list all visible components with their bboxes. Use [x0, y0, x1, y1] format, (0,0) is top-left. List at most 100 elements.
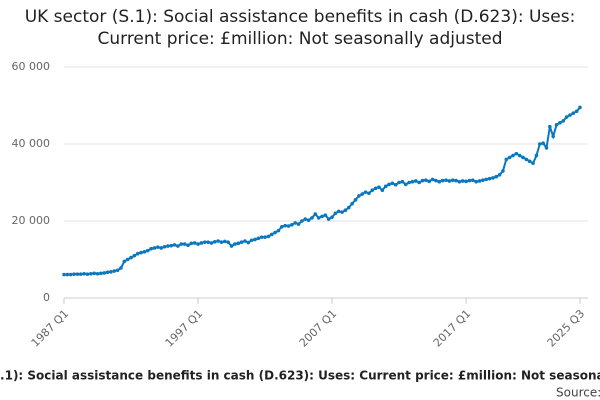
data-point — [279, 224, 284, 229]
data-point — [300, 219, 304, 223]
data-point — [273, 230, 277, 235]
data-point — [216, 239, 220, 243]
data-point — [236, 241, 241, 246]
data-point — [135, 251, 140, 256]
data-point — [139, 250, 143, 255]
data-point — [303, 217, 308, 221]
data-point — [129, 255, 133, 260]
data-point — [179, 242, 184, 246]
data-point — [323, 213, 328, 218]
data-point — [531, 161, 535, 166]
data-point — [558, 121, 562, 125]
chart-title: UK sector (S.1): Social assistance benef… — [24, 7, 576, 49]
data-point — [62, 272, 66, 277]
data-point — [290, 223, 294, 227]
data-point — [162, 244, 167, 249]
data-point — [430, 177, 435, 182]
data-point — [105, 270, 110, 275]
data-point — [156, 245, 160, 249]
data-point — [564, 115, 569, 119]
data-point — [568, 113, 572, 117]
data-point — [226, 240, 230, 244]
data-point — [326, 217, 331, 221]
data-point — [115, 268, 120, 273]
data-point — [484, 177, 488, 182]
data-point — [390, 181, 395, 186]
data-point — [219, 240, 224, 244]
data-point — [159, 246, 163, 250]
data-point — [400, 179, 405, 184]
data-point — [283, 223, 287, 228]
data-point — [142, 250, 147, 254]
data-point — [548, 124, 552, 129]
data-point — [444, 178, 448, 182]
data-point — [266, 234, 271, 239]
data-point — [514, 151, 519, 156]
data-point — [534, 153, 539, 158]
data-point — [427, 179, 432, 184]
data-point — [212, 239, 217, 244]
data-point — [125, 257, 130, 262]
data-point — [259, 235, 264, 239]
data-point — [370, 188, 375, 192]
data-point — [122, 259, 127, 264]
data-point — [276, 228, 281, 233]
data-point — [450, 178, 455, 182]
data-point — [397, 180, 401, 185]
data-point — [206, 240, 210, 244]
data-point — [286, 224, 291, 228]
data-point — [310, 216, 314, 220]
data-point — [380, 188, 385, 192]
data-point — [196, 242, 200, 246]
data-point — [65, 272, 70, 277]
data-point — [192, 241, 197, 245]
data-point — [360, 192, 365, 196]
data-point — [367, 191, 371, 196]
data-point — [243, 239, 247, 243]
data-point — [189, 241, 194, 246]
x-tick-label: 1987 Q1 — [29, 307, 72, 350]
data-point — [112, 269, 117, 273]
data-point — [145, 248, 150, 253]
data-point — [554, 122, 559, 127]
data-point — [457, 179, 462, 184]
data-point — [296, 222, 301, 226]
data-point — [229, 244, 234, 248]
data-point — [320, 214, 324, 219]
data-point — [152, 246, 157, 250]
data-point — [199, 241, 204, 245]
data-point — [578, 105, 582, 110]
data-point — [169, 243, 174, 248]
data-point — [78, 272, 83, 276]
data-point — [363, 190, 368, 194]
data-point — [383, 184, 388, 189]
y-tick-label: 0 — [43, 291, 50, 304]
data-point — [464, 179, 468, 184]
data-point — [253, 237, 257, 242]
y-tick-label: 40 000 — [12, 137, 51, 150]
data-point — [109, 270, 113, 274]
data-point — [497, 173, 502, 177]
data-point — [72, 272, 76, 276]
data-point — [347, 205, 351, 210]
data-point — [454, 178, 458, 183]
x-tick-label: 1997 Q1 — [163, 307, 206, 350]
data-point — [377, 185, 381, 189]
data-point — [501, 169, 505, 173]
data-point — [95, 271, 100, 276]
source: Source: — [556, 386, 600, 400]
data-point — [571, 111, 576, 115]
y-tick-label: 60 000 — [12, 60, 51, 73]
data-point — [68, 272, 73, 277]
data-point — [504, 157, 509, 162]
data-point — [521, 155, 525, 160]
data-point — [373, 186, 378, 191]
data-point — [393, 183, 398, 187]
data-point — [75, 272, 80, 276]
data-point — [149, 246, 153, 251]
data-point — [511, 153, 515, 158]
data-point — [182, 242, 187, 246]
data-point — [202, 240, 207, 244]
